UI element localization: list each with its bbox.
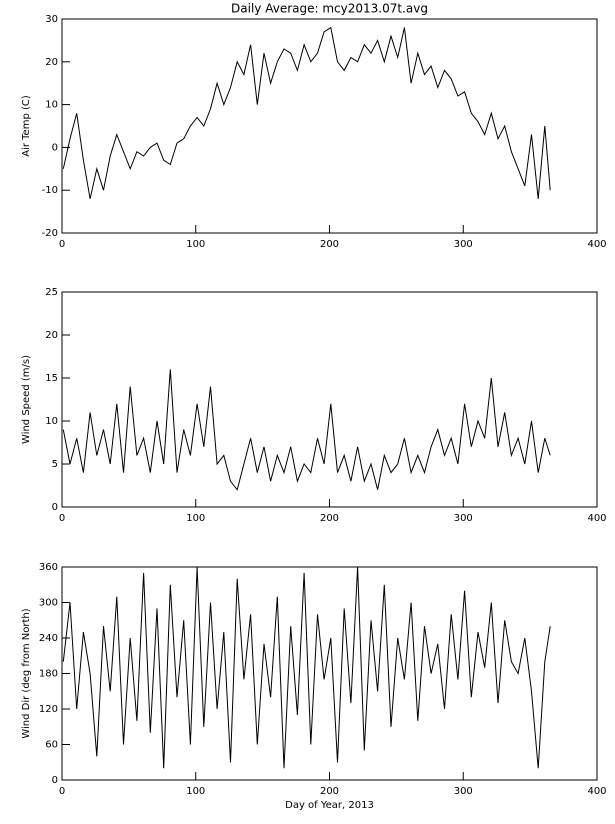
plot-frame (61, 18, 598, 234)
x-axis-label: Day of Year, 2013 (285, 800, 374, 811)
y-tick-label: 15 (45, 373, 58, 384)
y-tick-label: 120 (39, 704, 58, 715)
y-tick-label: 20 (45, 57, 58, 68)
x-tick-label: 200 (320, 513, 339, 524)
y-tick-label: 0 (52, 502, 58, 513)
y-axis-label: Wind Dir (deg from North) (21, 608, 32, 738)
data-line (62, 26, 551, 199)
x-tick-label: 200 (320, 239, 339, 250)
x-tick-label: 0 (59, 513, 65, 524)
y-tick-label: 360 (39, 562, 58, 573)
x-tick-label: 100 (186, 513, 205, 524)
x-tick-label: 100 (186, 239, 205, 250)
y-tick-label: 180 (39, 669, 58, 680)
y-axis-label: Wind Speed (m/s) (21, 355, 32, 444)
x-tick-label: 300 (454, 786, 473, 797)
x-tick-label: 100 (186, 786, 205, 797)
y-tick-label: 300 (39, 598, 58, 609)
y-tick-label: -10 (42, 185, 58, 196)
y-tick-label: 0 (52, 775, 58, 786)
y-tick-label: 20 (45, 330, 58, 341)
x-tick-label: 400 (587, 513, 606, 524)
y-tick-label: 10 (45, 100, 58, 111)
y-tick-label: 60 (45, 740, 58, 751)
x-tick-label: 300 (454, 239, 473, 250)
y-tick-label: 25 (45, 287, 58, 298)
y-tick-label: 30 (45, 14, 58, 25)
x-tick-label: 300 (454, 513, 473, 524)
x-tick-label: 200 (320, 786, 339, 797)
x-tick-label: 0 (59, 239, 65, 250)
y-tick-label: 10 (45, 416, 58, 427)
data-line (62, 566, 551, 769)
x-tick-label: 0 (59, 786, 65, 797)
plot-frame (61, 291, 598, 508)
y-tick-label: 5 (52, 459, 58, 470)
y-tick-label: 240 (39, 633, 58, 644)
chart-title: Daily Average: mcy2013.07t.avg (231, 2, 428, 16)
x-tick-label: 400 (587, 239, 606, 250)
y-axis-label: Air Temp (C) (21, 95, 32, 157)
x-tick-label: 400 (587, 786, 606, 797)
y-tick-label: -20 (42, 228, 58, 239)
y-tick-label: 0 (52, 142, 58, 153)
data-line (62, 369, 551, 491)
